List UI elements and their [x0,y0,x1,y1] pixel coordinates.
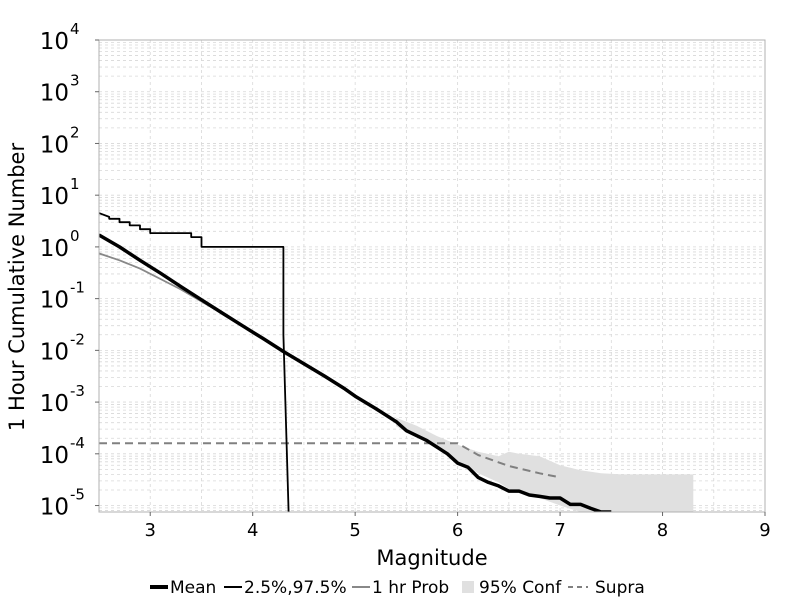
y-tick-exponent: -1 [70,279,85,297]
x-tick-label: 4 [247,520,258,541]
legend-swatch [462,581,474,593]
series-line-1-hr-prob [99,252,284,353]
plot-frame [98,39,766,513]
y-tick-exponent: -2 [70,330,85,348]
series-lines-layer [99,212,612,512]
legend-item-95-conf: 95% Conf [462,578,562,598]
x-tick-label: 9 [759,520,770,541]
series-line-mean [99,233,612,512]
x-tick-label: 6 [452,520,463,541]
legend-item-1-hr-prob: 1 hr Prob [352,578,449,598]
legend-item-2-5-97-5: 2.5%,97.5% [224,578,347,598]
y-tick-label: 10 [40,443,69,469]
legend-label: 2.5%,97.5% [244,578,347,598]
x-tick-label: 8 [657,520,668,541]
y-tick-exponent: 2 [70,123,80,141]
y-tick-exponent: -3 [70,382,85,400]
x-tick-label: 3 [145,520,156,541]
y-tick-label: 10 [40,495,69,521]
axis-ticks: 3 4 5 6 7 8 910 -510 -410 -310 -210 -110 010 110 210 31… [40,20,771,541]
legend-item-supra: Supra [568,578,645,598]
y-tick-exponent: 3 [70,72,80,90]
y-axis-label: 1 Hour Cumulative Number [5,143,29,432]
x-tick-label: 5 [349,520,360,541]
y-tick-label: 10 [40,236,69,262]
series-line-2-5-97-5 [99,212,290,512]
y-tick-exponent: 4 [70,20,80,38]
y-tick-exponent: -5 [70,486,85,504]
x-tick-label: 7 [554,520,565,541]
legend-label: Mean [170,578,216,598]
y-tick-label: 10 [40,184,69,210]
series-95-conf-area [396,417,694,512]
y-tick-label: 10 [40,81,69,107]
legend-label: Supra [595,578,645,598]
y-tick-exponent: 0 [70,227,80,245]
y-tick-exponent: -4 [70,434,85,452]
series-line-supra [99,442,561,479]
y-tick-exponent: 1 [70,175,80,193]
confidence-area-layer [396,417,694,512]
legend-item-mean: Mean [150,578,216,598]
y-tick-label: 10 [40,391,69,417]
legend: Mean 2.5%,97.5% 1 hr Prob 95% Conf Supra [150,578,645,598]
y-tick-label: 10 [40,132,69,158]
y-tick-label: 10 [40,288,69,314]
legend-label: 95% Conf [479,578,562,598]
x-axis-label: Magnitude [376,546,487,570]
legend-label: 1 hr Prob [372,578,449,598]
y-tick-label: 10 [40,29,69,55]
y-tick-label: 10 [40,339,69,365]
